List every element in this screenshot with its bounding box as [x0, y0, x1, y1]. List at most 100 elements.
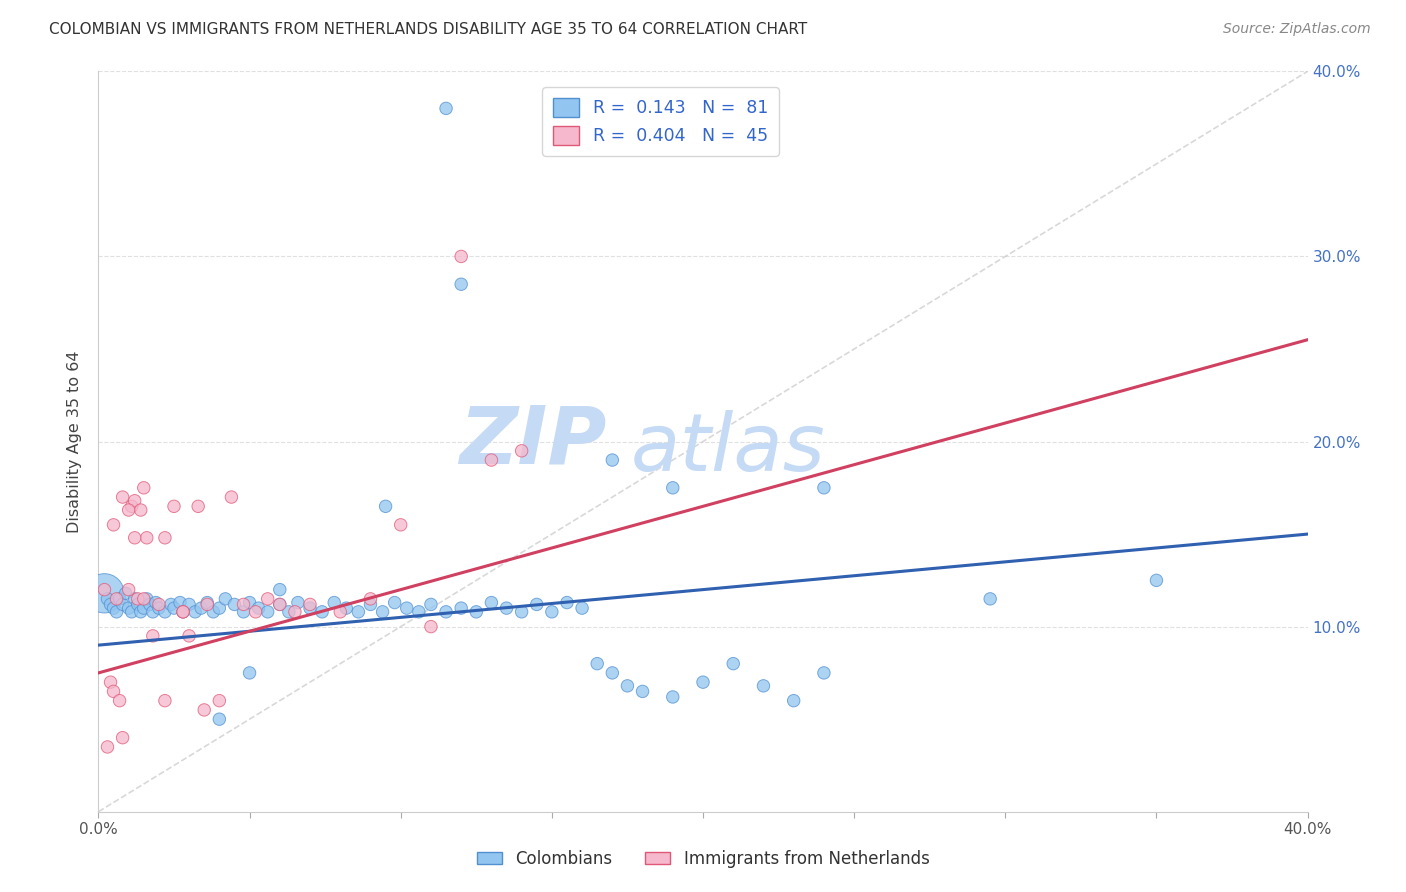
Point	[269, 582, 291, 597]
Point	[160, 598, 183, 612]
Point	[360, 598, 382, 612]
Point	[124, 493, 146, 508]
Point	[510, 443, 533, 458]
Point	[163, 601, 186, 615]
Point	[214, 591, 236, 606]
Point	[132, 481, 155, 495]
Point	[111, 490, 134, 504]
Point	[148, 598, 170, 612]
Point	[661, 481, 683, 495]
Point	[142, 605, 165, 619]
Point	[692, 675, 714, 690]
Point	[129, 503, 152, 517]
Point	[420, 619, 443, 633]
Point	[118, 503, 141, 517]
Point	[195, 596, 218, 610]
Point	[269, 598, 291, 612]
Point	[247, 601, 270, 615]
Point	[783, 694, 806, 708]
Point	[139, 598, 162, 612]
Point	[374, 500, 396, 514]
Point	[661, 690, 683, 704]
Point	[232, 605, 254, 619]
Point	[224, 598, 246, 612]
Point	[239, 596, 262, 610]
Point	[145, 596, 167, 610]
Point	[103, 684, 125, 698]
Point	[132, 601, 155, 615]
Point	[93, 582, 115, 597]
Point	[208, 712, 231, 726]
Point	[135, 531, 157, 545]
Point	[434, 101, 457, 115]
Point	[105, 605, 128, 619]
Point	[420, 598, 443, 612]
Point	[121, 605, 143, 619]
Point	[299, 601, 322, 615]
Point	[495, 601, 517, 615]
Point	[118, 601, 141, 615]
Point	[299, 598, 322, 612]
Point	[121, 500, 143, 514]
Point	[103, 601, 125, 615]
Text: ZIP: ZIP	[458, 402, 606, 481]
Point	[111, 731, 134, 745]
Point	[813, 665, 835, 680]
Point	[184, 605, 207, 619]
Point	[481, 596, 503, 610]
Point	[135, 591, 157, 606]
Point	[526, 598, 548, 612]
Point	[148, 601, 170, 615]
Point	[450, 601, 472, 615]
Point	[329, 605, 352, 619]
Point	[93, 586, 115, 600]
Point	[169, 596, 191, 610]
Point	[323, 596, 346, 610]
Point	[813, 481, 835, 495]
Point	[172, 605, 194, 619]
Point	[371, 605, 394, 619]
Point	[96, 739, 118, 754]
Point	[100, 675, 122, 690]
Point	[979, 591, 1001, 606]
Text: atlas: atlas	[630, 410, 825, 488]
Point	[179, 598, 201, 612]
Point	[616, 679, 638, 693]
Point	[752, 679, 775, 693]
Point	[108, 591, 131, 606]
Point	[256, 591, 278, 606]
Point	[287, 596, 309, 610]
Point	[208, 601, 231, 615]
Point	[163, 500, 186, 514]
Point	[540, 605, 562, 619]
Point	[434, 605, 457, 619]
Point	[311, 605, 333, 619]
Text: COLOMBIAN VS IMMIGRANTS FROM NETHERLANDS DISABILITY AGE 35 TO 64 CORRELATION CHA: COLOMBIAN VS IMMIGRANTS FROM NETHERLANDS…	[49, 22, 807, 37]
Point	[602, 665, 624, 680]
Point	[360, 591, 382, 606]
Point	[114, 586, 136, 600]
Point	[187, 500, 209, 514]
Point	[408, 605, 430, 619]
Point	[190, 601, 212, 615]
Point	[232, 598, 254, 612]
Point	[96, 591, 118, 606]
Point	[111, 598, 134, 612]
Point	[631, 684, 654, 698]
Point	[510, 605, 533, 619]
Point	[269, 598, 291, 612]
Point	[602, 453, 624, 467]
Point	[723, 657, 745, 671]
Legend: Colombians, Immigrants from Netherlands: Colombians, Immigrants from Netherlands	[470, 844, 936, 875]
Point	[127, 591, 149, 606]
Point	[124, 531, 146, 545]
Point	[450, 250, 472, 264]
Point	[103, 517, 125, 532]
Point	[132, 591, 155, 606]
Point	[195, 598, 218, 612]
Point	[1144, 574, 1167, 588]
Y-axis label: Disability Age 35 to 64: Disability Age 35 to 64	[67, 351, 83, 533]
Text: Source: ZipAtlas.com: Source: ZipAtlas.com	[1223, 22, 1371, 37]
Point	[465, 605, 488, 619]
Point	[153, 694, 176, 708]
